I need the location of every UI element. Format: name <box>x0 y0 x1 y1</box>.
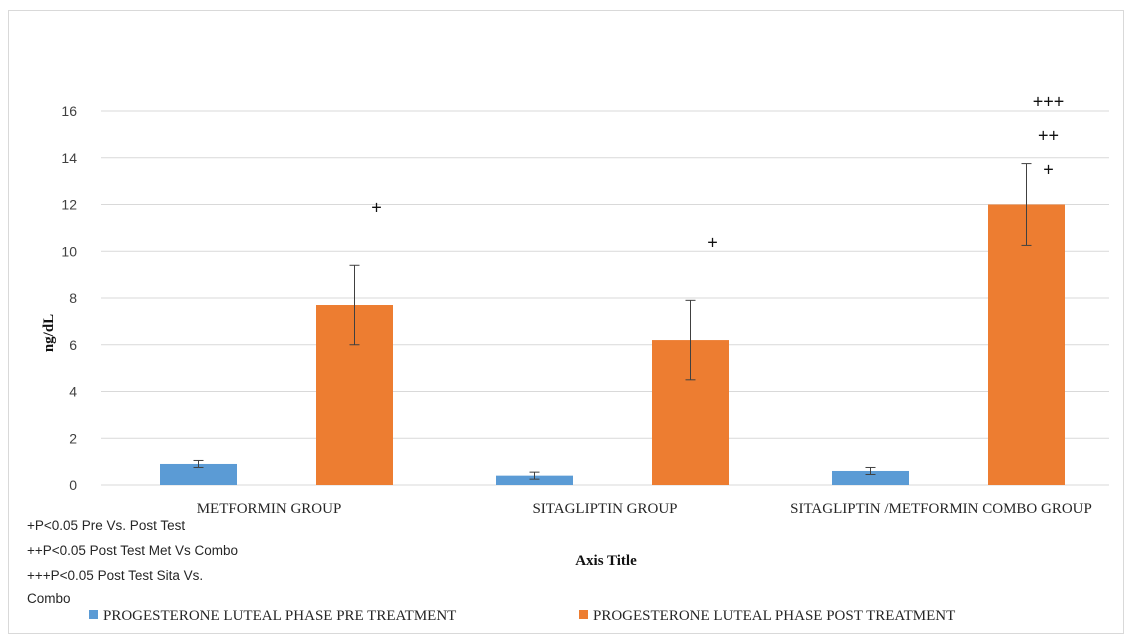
legend-swatch-post-treatment <box>579 610 588 619</box>
category-label: SITAGLIPTIN GROUP <box>532 501 677 517</box>
significance-markers: ++++++++ <box>371 92 1064 253</box>
error-bars-layer <box>193 163 1032 480</box>
y-tick-label: 8 <box>69 290 77 306</box>
significance-marker: + <box>1043 160 1054 180</box>
footnote-line: Combo <box>27 591 71 606</box>
grid-layer <box>101 110 1109 486</box>
category-labels: METFORMIN GROUP SITAGLIPTIN GROUP SITAGLIP… <box>197 501 1092 517</box>
bar <box>988 204 1065 485</box>
significance-marker: ++ <box>1038 126 1059 146</box>
footnotes: +P<0.05 Pre Vs. Post Test ++P<0.05 Post … <box>27 518 238 606</box>
bar <box>496 475 573 485</box>
y-tick-label: 14 <box>61 150 77 166</box>
footnote-line: +++P<0.05 Post Test Sita Vs. <box>27 568 203 583</box>
bar <box>832 470 909 485</box>
significance-marker: + <box>371 197 382 217</box>
y-tick-label: 12 <box>61 197 77 213</box>
chart-frame: 0 2 4 6 8 10 12 14 16 METFORMIN GROUP SITAGLIPTIN… <box>8 10 1124 634</box>
legend-label-post-treatment: PROGESTERONE LUTEAL PHASE POST TREATMENT <box>593 608 955 624</box>
bar-chart: 0 2 4 6 8 10 12 14 16 METFORMIN GROUP SITAGLIPTIN… <box>27 92 1109 624</box>
y-tick-label: 6 <box>69 337 77 353</box>
significance-marker: +++ <box>1033 92 1065 112</box>
y-axis-title: ng/dL <box>41 314 57 352</box>
footnote-line: +P<0.05 Pre Vs. Post Test <box>27 518 185 533</box>
bar <box>160 463 237 485</box>
y-tick-label: 4 <box>69 384 77 400</box>
legend: PROGESTERONE LUTEAL PHASE PRE TREATMENT … <box>89 608 955 624</box>
footnote-line: ++P<0.05 Post Test Met Vs Combo <box>27 543 238 558</box>
y-tick-label: 10 <box>61 243 77 259</box>
x-axis-title: Axis Title <box>575 553 637 569</box>
y-tick-labels: 0 2 4 6 8 10 12 14 16 <box>61 103 77 493</box>
significance-marker: + <box>707 232 718 252</box>
y-tick-label: 16 <box>61 103 77 119</box>
legend-swatch-pre-treatment <box>89 610 98 619</box>
legend-label-pre-treatment: PROGESTERONE LUTEAL PHASE PRE TREATMENT <box>103 608 456 624</box>
y-tick-label: 0 <box>69 477 77 493</box>
category-label: SITAGLIPTIN /METFORMIN COMBO GROUP <box>790 501 1092 517</box>
y-tick-label: 2 <box>69 430 77 446</box>
category-label: METFORMIN GROUP <box>197 501 342 517</box>
